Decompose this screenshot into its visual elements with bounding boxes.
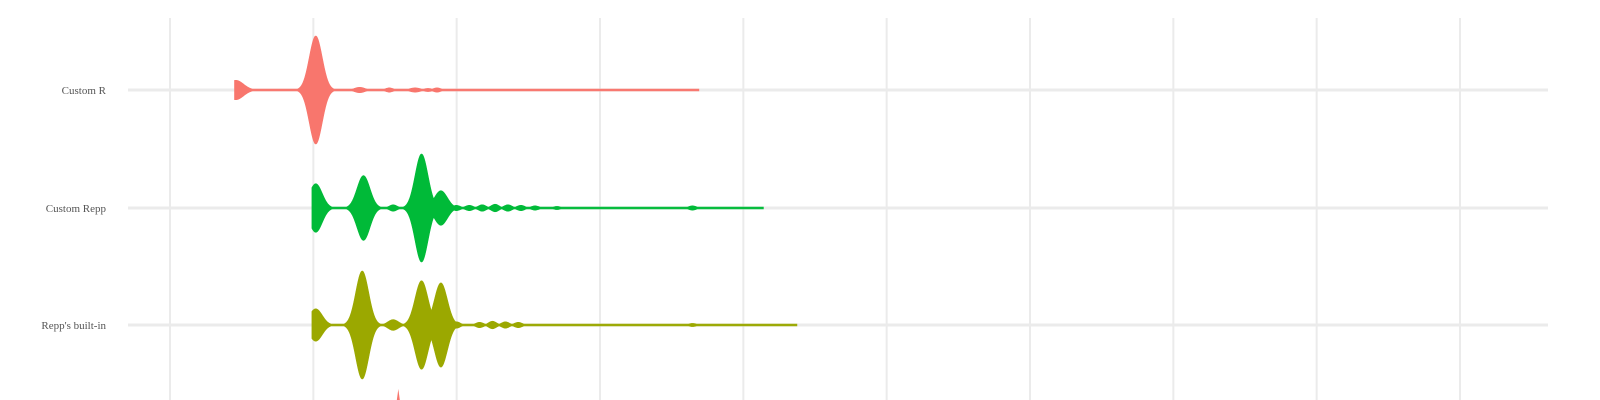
y-tick-label: Custom Repp (46, 203, 107, 215)
violin-layer (234, 35, 798, 400)
violin-custom-r (234, 35, 700, 145)
violin-repp-s-built-in (311, 270, 798, 380)
violin-partial-cutoff (396, 389, 400, 400)
violin-custom-repp (311, 153, 764, 263)
y-axis-labels: Custom R Custom Repp Repp's built-in (41, 85, 106, 332)
y-tick-label: Repp's built-in (41, 320, 106, 332)
y-tick-label: Custom R (62, 85, 107, 97)
